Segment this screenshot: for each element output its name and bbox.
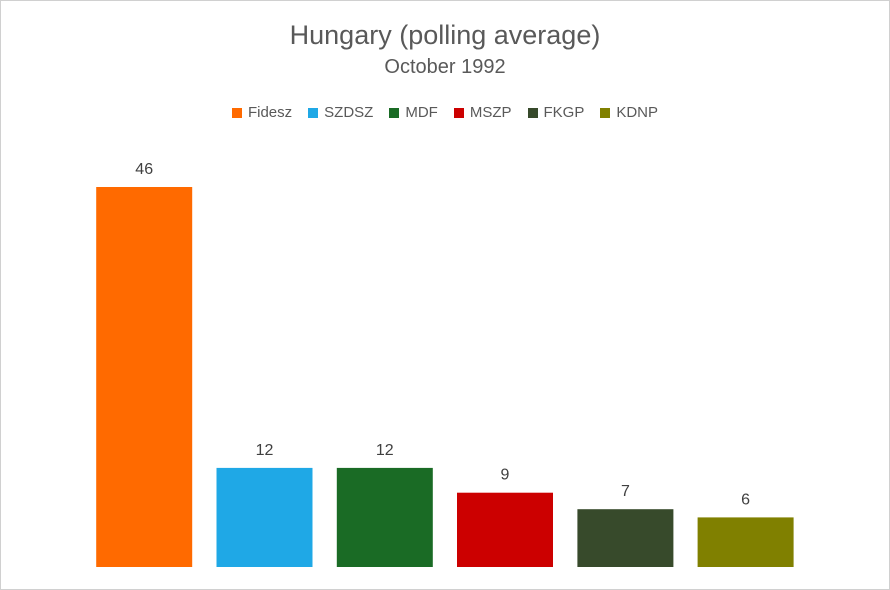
bar-szdsz xyxy=(216,467,313,567)
data-label-szdsz: 12 xyxy=(256,442,274,459)
data-label-kdnp: 6 xyxy=(741,491,750,508)
legend-item-szdsz: SZDSZ xyxy=(308,104,373,121)
legend-label-kdnp: KDNP xyxy=(616,104,659,121)
legend-label-mdf: MDF xyxy=(405,104,438,121)
legend-swatch-mszp xyxy=(453,107,464,118)
bar-mszp xyxy=(457,492,553,567)
legend-swatch-fkgp xyxy=(527,107,538,118)
legend-label-fidesz: Fidesz xyxy=(247,104,293,121)
legend-item-kdnp: KDNP xyxy=(600,104,658,121)
legend-label-fkgp: FKGP xyxy=(543,104,585,121)
chart-title: Hungary (polling average) xyxy=(289,20,601,50)
legend-label-mszp: MSZP xyxy=(469,104,512,121)
legend-swatch-fidesz xyxy=(231,107,242,118)
chart-subtitle: October 1992 xyxy=(384,56,506,78)
bar-mdf xyxy=(336,467,433,567)
legend-item-fidesz: Fidesz xyxy=(231,104,293,121)
legend-swatch-szdsz xyxy=(308,107,319,118)
legend-swatch-mdf xyxy=(389,107,400,118)
legend-swatch-kdnp xyxy=(600,107,611,118)
chart-legend: Fidesz SZDSZ MDF MSZP FKGP KDNP xyxy=(0,104,890,121)
legend-item-mszp: MSZP xyxy=(453,104,512,121)
bar-fkgp xyxy=(577,509,674,567)
bar-kdnp xyxy=(697,517,794,567)
bar-fidesz xyxy=(96,187,193,567)
legend-label-szdsz: SZDSZ xyxy=(324,104,374,121)
data-label-mdf: 12 xyxy=(376,442,394,459)
legend-item-fkgp: FKGP xyxy=(527,104,585,121)
data-label-mszp: 9 xyxy=(501,467,510,484)
data-label-fidesz: 46 xyxy=(135,161,153,178)
data-label-fkgp: 7 xyxy=(621,483,630,500)
legend-item-mdf: MDF xyxy=(389,104,438,121)
